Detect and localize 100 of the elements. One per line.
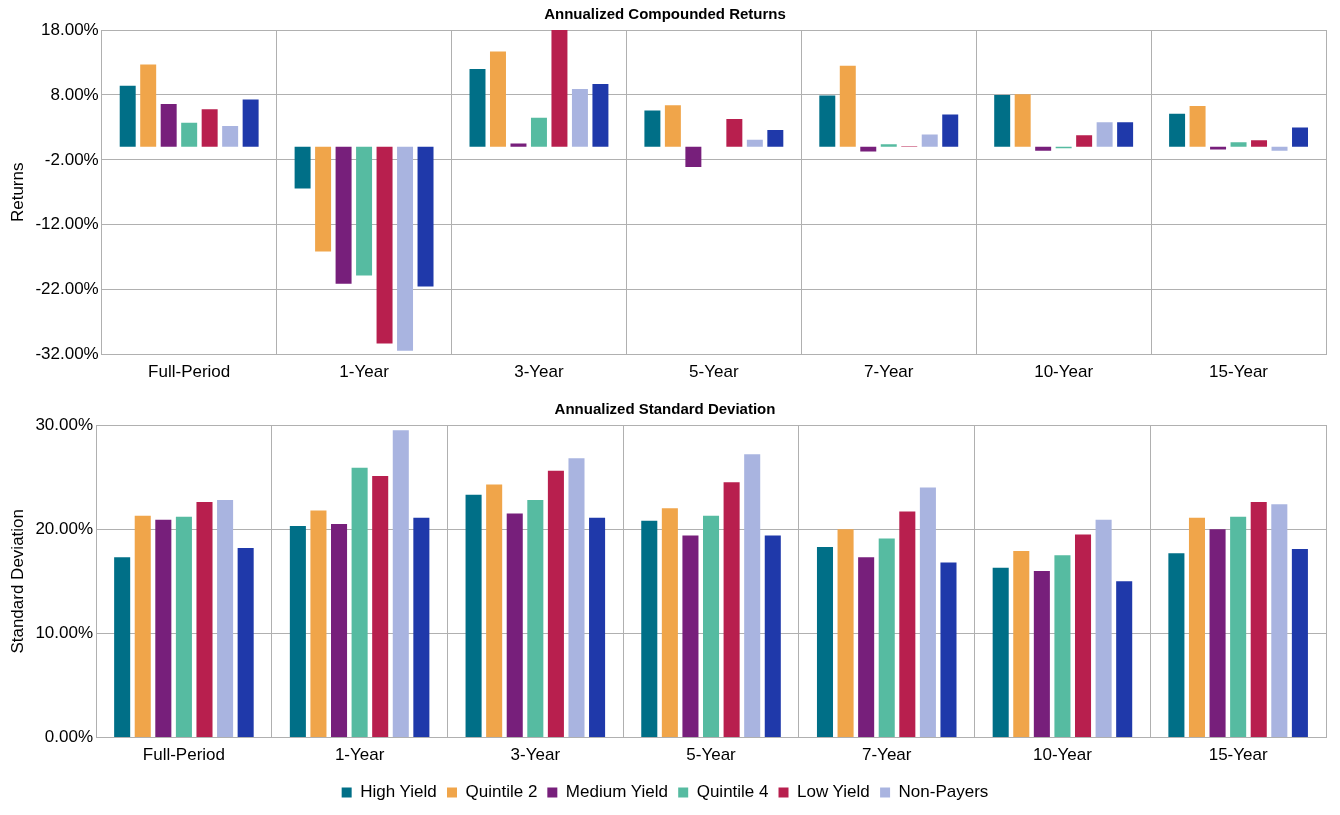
y-tick-label: 10.00%: [35, 623, 94, 643]
bar: [726, 118, 743, 147]
y-tick-label: -22.00%: [35, 279, 99, 299]
bar: [175, 516, 192, 738]
bar: [356, 146, 373, 276]
bar: [486, 484, 503, 738]
bar: [723, 482, 740, 738]
bar: [1291, 549, 1308, 738]
bar: [661, 508, 678, 738]
bar: [1250, 502, 1267, 738]
bar: [1096, 122, 1113, 147]
bar: [1169, 113, 1186, 147]
x-tick-label: 3-Year: [514, 362, 565, 382]
chart-title: Annualized Standard Deviation: [554, 400, 776, 418]
legend-label: Medium Yield: [565, 782, 668, 802]
bar: [1188, 517, 1206, 738]
bar: [1013, 551, 1030, 738]
y-tick-label: 0.00%: [44, 727, 94, 747]
bar: [417, 146, 434, 287]
y-tick-label: -12.00%: [35, 214, 99, 234]
y-tick-label: -2.00%: [44, 149, 99, 169]
bar: [764, 535, 781, 738]
bar: [335, 146, 352, 284]
bar: [376, 146, 393, 344]
bar: [837, 529, 854, 738]
x-tick-label: 3-Year: [510, 745, 561, 765]
bar: [816, 546, 834, 738]
bar: [201, 109, 218, 147]
legend-label: Quintile 4: [696, 782, 769, 802]
bar: [114, 557, 131, 738]
bar: [992, 567, 1009, 738]
bar: [1168, 553, 1185, 738]
bar: [921, 134, 938, 147]
x-tick-label: Full-Period: [142, 745, 226, 765]
bar: [899, 511, 916, 738]
bar: [819, 95, 836, 147]
bar: [682, 535, 699, 738]
bar: [1230, 516, 1247, 738]
y-tick-label: -32.00%: [35, 344, 99, 364]
bar: [919, 487, 936, 738]
bar: [1271, 146, 1288, 151]
bar: [940, 562, 957, 738]
bar: [119, 85, 136, 147]
bar: [589, 517, 606, 738]
bar: [140, 64, 157, 147]
bar: [530, 117, 547, 147]
bar: [510, 143, 527, 147]
bar: [592, 83, 609, 147]
bar: [351, 467, 368, 738]
legend-label: Non-Payers: [898, 782, 989, 802]
bar: [703, 515, 720, 738]
bar: [469, 68, 486, 147]
bar: [1076, 135, 1093, 147]
bar: [1117, 122, 1134, 147]
bar: [155, 519, 172, 738]
bar: [222, 126, 239, 147]
y-tick-label: 30.00%: [35, 414, 94, 434]
bar: [242, 99, 259, 147]
y-tick-label: 8.00%: [50, 84, 99, 104]
bar: [181, 122, 198, 147]
x-tick-label: 5-Year: [689, 362, 739, 382]
bar: [1116, 581, 1133, 738]
bar: [1271, 504, 1288, 738]
x-tick-label: 7-Year: [862, 745, 912, 765]
bar: [237, 547, 254, 738]
x-tick-label: 1-Year: [339, 362, 390, 382]
bar: [547, 470, 564, 738]
bar: [942, 114, 959, 147]
legend-label: Quintile 2: [465, 782, 538, 802]
bar: [1209, 529, 1226, 738]
bar: [1230, 142, 1247, 147]
bar: [289, 526, 306, 738]
y-axis-title: Standard Deviation: [7, 509, 27, 654]
bar: [644, 110, 661, 147]
bar: [551, 30, 568, 147]
bar: [315, 146, 332, 252]
bar: [1054, 555, 1071, 738]
x-tick-label: 15-Year: [1209, 362, 1269, 382]
bar: [839, 65, 856, 147]
bar: [1035, 146, 1052, 151]
bar: [641, 520, 658, 738]
chart-title: Annualized Compounded Returns: [544, 5, 786, 23]
bar: [571, 89, 588, 147]
bar: [746, 139, 763, 147]
bar: [490, 51, 506, 147]
x-tick-label: 15-Year: [1208, 745, 1268, 765]
y-axis-title: Returns: [7, 162, 27, 223]
bar: [160, 104, 177, 147]
bar: [196, 502, 213, 738]
bar: [134, 515, 151, 738]
x-tick-label: 1-Year: [334, 745, 385, 765]
bar: [392, 430, 409, 738]
bar: [880, 144, 897, 147]
x-tick-label: 10-Year: [1032, 745, 1093, 765]
bar: [767, 129, 784, 147]
bar: [217, 500, 234, 738]
bar: [878, 538, 895, 738]
y-tick-label: 20.00%: [35, 518, 94, 538]
x-tick-label: 7-Year: [864, 362, 914, 382]
bar: [331, 523, 348, 738]
